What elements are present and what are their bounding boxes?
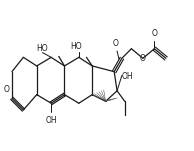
Text: O: O [112, 39, 118, 48]
Text: O: O [3, 85, 9, 94]
Text: HO: HO [37, 43, 48, 53]
Text: OH: OH [122, 72, 133, 81]
Text: HO: HO [70, 42, 82, 51]
Text: O: O [140, 54, 146, 63]
Text: OH: OH [45, 116, 57, 125]
Text: O: O [152, 29, 157, 38]
